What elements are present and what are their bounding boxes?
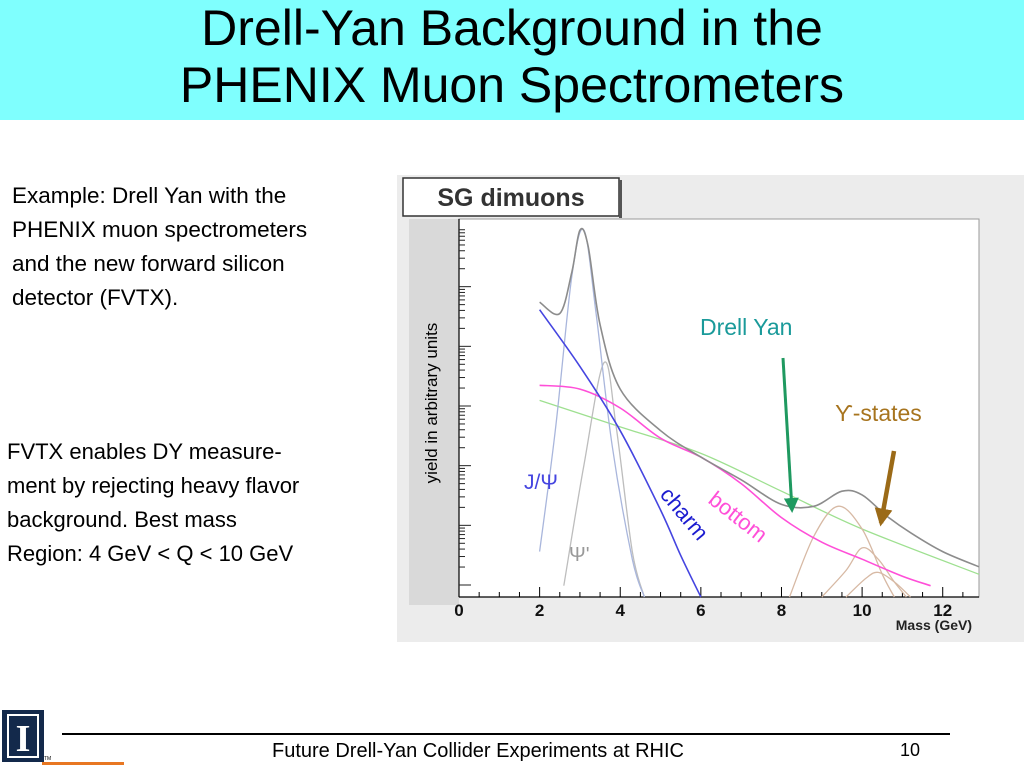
footer-divider (62, 733, 950, 735)
example-text-line: Example: Drell Yan with the (12, 183, 287, 208)
psi-prime-annotation: Ψ' (569, 544, 590, 566)
slide-title: Drell-Yan Background in the PHENIX Muon … (0, 0, 1024, 114)
example-text-line: detector (FVTX). (12, 285, 179, 310)
drell-yan-annotation: Drell Yan (700, 314, 792, 340)
fvtx-text-line: background. Best mass (7, 507, 237, 532)
y-ticks (458, 219, 471, 597)
x-tick-label: 10 (853, 601, 872, 620)
footer-text: Future Drell-Yan Collider Experiments at… (272, 740, 684, 762)
series-line-drell-yan (539, 399, 980, 575)
ylabel-strip (409, 219, 459, 605)
series-line-3s (845, 571, 911, 598)
series-line-1s (788, 505, 895, 598)
page-number: 10 (900, 740, 921, 760)
title-line-2: PHENIX Muon Spectrometers (179, 57, 845, 113)
example-text: Example: Drell Yan with the PHENIX muon … (12, 179, 307, 315)
title-band (0, 0, 1024, 120)
x-tick-label: 8 (777, 601, 786, 620)
fvtx-text: FVTX enables DY measure- ment by rejecti… (7, 435, 299, 571)
logo-underline (42, 762, 124, 765)
dimuon-plot: SG dimuons 0 2 4 6 8 10 12 yield in arbitrary … (402, 177, 980, 633)
x-tick-label: 4 (616, 601, 626, 620)
university-logo: I (2, 710, 44, 766)
illinois-logo-icon: I (2, 710, 44, 762)
plot-panel: SG dimuons 0 2 4 6 8 10 12 yield in arbitrary … (397, 175, 1024, 642)
series-line-bottom (539, 384, 931, 587)
drell-yan-arrow (781, 357, 799, 513)
x-axis: 0 2 4 6 8 10 12 (454, 587, 979, 620)
fvtx-text-line: FVTX enables DY measure- (7, 439, 282, 464)
logo-tm: TM (44, 756, 52, 762)
y-axis-label: yield in arbitrary units (422, 323, 441, 484)
x-tick-label: 12 (933, 601, 952, 620)
title-line-1: Drell-Yan Background in the (201, 0, 823, 56)
x-tick-label: 2 (535, 601, 544, 620)
x-tick-label: 0 (454, 601, 463, 620)
example-text-line: PHENIX muon spectrometers (12, 217, 308, 242)
example-text-line: and the new forward silicon (12, 251, 285, 276)
plot-frame (458, 218, 980, 598)
upsilon-annotation: ϒ-states (835, 400, 922, 426)
series-line-charm (538, 309, 702, 598)
chart-title-box (402, 177, 620, 217)
curves (538, 227, 980, 598)
jpsi-annotation: J/Ψ (524, 471, 558, 494)
logo-letter: I (16, 718, 31, 760)
chart-title-shadow (619, 180, 622, 218)
upsilon-arrow (874, 450, 897, 527)
x-tick-label: 6 (696, 601, 705, 620)
x-axis-label: Mass (GeV) (896, 617, 972, 633)
fvtx-text-line: ment by rejecting heavy flavor (7, 473, 300, 498)
fvtx-text-line: Region: 4 GeV < Q < 10 GeV (7, 541, 294, 566)
chart-title: SG dimuons (437, 184, 584, 212)
series-line-series (563, 361, 646, 598)
